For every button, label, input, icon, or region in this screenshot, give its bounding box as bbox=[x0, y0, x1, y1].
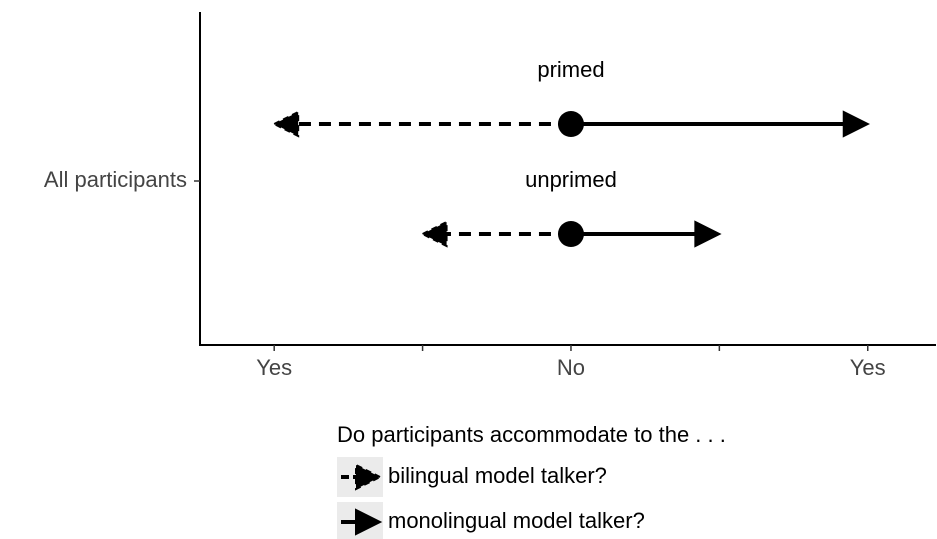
legend-arrow bbox=[355, 508, 383, 536]
arrow-head bbox=[271, 110, 300, 138]
legend-label: bilingual model talker? bbox=[388, 463, 607, 488]
y-tick-label: All participants bbox=[44, 167, 187, 192]
arrow-head bbox=[694, 220, 722, 248]
arrow-head bbox=[842, 110, 870, 138]
group-label: unprimed bbox=[525, 167, 617, 192]
x-tick-label: Yes bbox=[256, 355, 292, 380]
origin-dot bbox=[557, 111, 584, 137]
origin-dot bbox=[557, 221, 584, 247]
legend-label: monolingual model talker? bbox=[388, 508, 645, 533]
x-tick-label: Yes bbox=[850, 355, 886, 380]
x-tick-label: No bbox=[557, 355, 585, 380]
arrow-head bbox=[420, 220, 448, 248]
legend-title: Do participants accommodate to the . . . bbox=[337, 422, 726, 447]
group-label: primed bbox=[537, 57, 604, 82]
legend-arrow bbox=[355, 463, 383, 491]
